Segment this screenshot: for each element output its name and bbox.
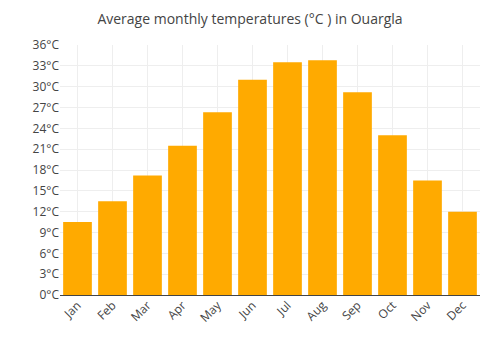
svg-text:9°C: 9°C (39, 224, 59, 241)
svg-text:Jun: Jun (234, 297, 259, 322)
svg-text:Mar: Mar (127, 297, 155, 325)
svg-text:30°C: 30°C (33, 78, 60, 95)
svg-text:33°C: 33°C (33, 57, 60, 74)
svg-text:Feb: Feb (93, 297, 119, 323)
svg-text:Apr: Apr (164, 297, 190, 323)
svg-text:12°C: 12°C (33, 203, 60, 220)
svg-text:Aug: Aug (302, 297, 330, 325)
svg-text:Jan: Jan (60, 297, 85, 322)
svg-text:24°C: 24°C (33, 120, 60, 137)
svg-text:0°C: 0°C (39, 286, 59, 303)
svg-text:36°C: 36°C (33, 36, 60, 53)
svg-text:21°C: 21°C (33, 140, 60, 157)
svg-text:May: May (196, 296, 225, 325)
svg-text:Nov: Nov (407, 297, 435, 325)
svg-text:18°C: 18°C (33, 161, 60, 178)
svg-text:3°C: 3°C (39, 265, 59, 282)
svg-text:Jul: Jul (272, 297, 294, 319)
svg-text:Dec: Dec (443, 297, 470, 324)
svg-text:27°C: 27°C (33, 99, 60, 116)
svg-text:Average monthly temperatures (: Average monthly temperatures (°C ) in Ou… (97, 9, 402, 28)
svg-text:6°C: 6°C (39, 245, 59, 262)
svg-text:Oct: Oct (374, 297, 400, 323)
svg-text:15°C: 15°C (33, 182, 60, 199)
svg-text:Sep: Sep (338, 297, 365, 324)
